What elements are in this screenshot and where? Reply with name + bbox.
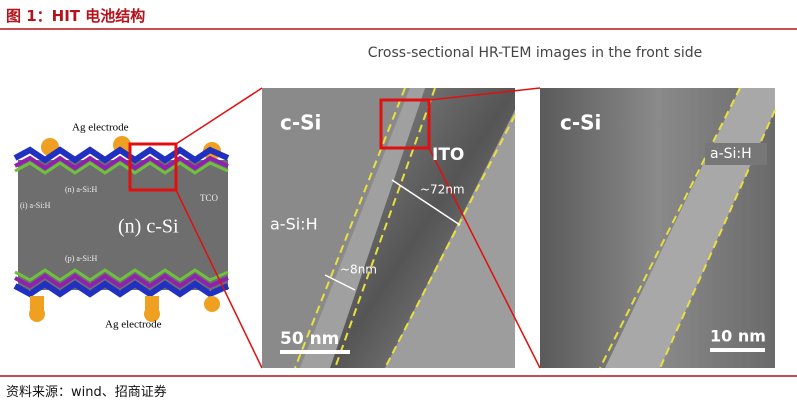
cell-diagram: Ag electrode (n) a-Si:H (i) a-Si:H TCO (… (13, 87, 263, 369)
label: ~8nm (340, 263, 377, 277)
source-note: 资料来源：wind、招商证券 (6, 385, 167, 400)
tem-panel-right: c-Si a-Si:H 10 nm (540, 87, 776, 369)
label: TCO (200, 193, 219, 203)
label: (n) a-Si:H (65, 185, 97, 194)
label: a-Si:H (710, 146, 752, 162)
label: c-Si (560, 111, 601, 135)
label: (n) c-Si (118, 216, 179, 238)
label: ITO (432, 145, 464, 165)
tem-panel-left: c-Si ITO ~72nm a-Si:H ~8nm 50 nm (262, 87, 541, 369)
scale-label: 50 nm (280, 329, 339, 349)
label: ~72nm (420, 183, 465, 197)
figure-title: 图 1：HIT 电池结构 (6, 7, 146, 25)
caption: Cross-sectional HR-TEM images in the fro… (368, 45, 703, 61)
label: (p) a-Si:H (65, 254, 97, 263)
label: (i) a-Si:H (20, 201, 51, 210)
label: Ag electrode (105, 319, 162, 331)
label: c-Si (280, 111, 321, 135)
scale-label: 10 nm (710, 327, 766, 346)
label: Ag electrode (72, 122, 129, 134)
label: a-Si:H (270, 215, 318, 234)
